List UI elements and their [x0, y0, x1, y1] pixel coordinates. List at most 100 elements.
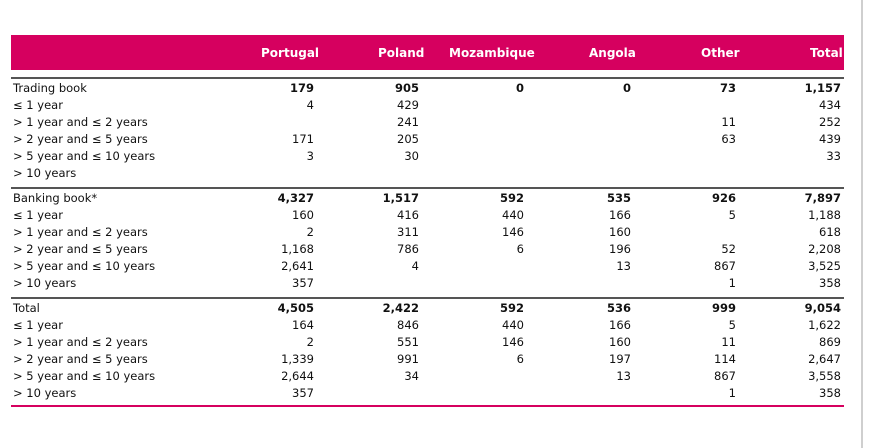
row-label: > 10 years	[13, 386, 77, 400]
table-cell: 0	[515, 81, 524, 95]
row-label: > 1 year and ≤ 2 years	[13, 225, 148, 239]
row-label: > 10 years	[13, 276, 77, 290]
table-cell: 13	[616, 369, 631, 383]
table-cell: 171	[292, 132, 314, 146]
table-cell: 114	[714, 352, 736, 366]
table-row: Total 4,505 2,422 592 536 999 9,054	[11, 300, 844, 317]
table-cell: 429	[397, 98, 419, 112]
table-bottom-rule	[11, 405, 844, 407]
table-cell: 7,897	[804, 191, 841, 205]
table-cell: 146	[502, 335, 524, 349]
table-cell: 358	[819, 386, 841, 400]
table-row: > 2 year and ≤ 5 years 1,168 786 6 196 52 2,20…	[11, 241, 844, 258]
table-cell: 34	[404, 369, 419, 383]
table-cell: 1,157	[804, 81, 841, 95]
header-angola: Angola	[589, 46, 636, 60]
table-cell: 786	[397, 242, 419, 256]
table-cell: 166	[609, 208, 631, 222]
table-cell: 999	[711, 301, 736, 315]
table-section: Banking book* 4,327 1,517 592 535 926 7,897 ≤ 1…	[11, 187, 844, 293]
row-label: Trading book	[13, 81, 87, 95]
row-label: > 1 year and ≤ 2 years	[13, 335, 148, 349]
table-row: Banking book* 4,327 1,517 592 535 926 7,897	[11, 190, 844, 207]
table-cell: 311	[397, 225, 419, 239]
table-cell: 13	[616, 259, 631, 273]
row-label: Total	[13, 301, 40, 315]
table-cell: 5	[728, 318, 736, 332]
row-label: > 5 year and ≤ 10 years	[13, 259, 156, 273]
table-cell: 4,327	[277, 191, 314, 205]
row-label: > 5 year and ≤ 10 years	[13, 149, 156, 163]
row-label: > 2 year and ≤ 5 years	[13, 132, 148, 146]
table-cell: 357	[292, 276, 314, 290]
table-cell: 536	[606, 301, 631, 315]
row-label: ≤ 1 year	[13, 208, 63, 222]
table-cell: 5	[728, 208, 736, 222]
table-cell: 146	[502, 225, 524, 239]
table-cell: 63	[721, 132, 736, 146]
table-cell: 4	[306, 98, 314, 112]
table-cell: 357	[292, 386, 314, 400]
table-cell: 3	[306, 149, 314, 163]
table-cell: 2,641	[281, 259, 314, 273]
row-label: ≤ 1 year	[13, 318, 63, 332]
table-cell: 6	[516, 242, 524, 256]
row-label: > 1 year and ≤ 2 years	[13, 115, 148, 129]
table-row: ≤ 1 year 160 416 440 166 5 1,188	[11, 207, 844, 224]
table-cell: 2,422	[382, 301, 419, 315]
table-row: > 5 year and ≤ 10 years 3 30 33	[11, 148, 844, 165]
table-cell: 358	[819, 276, 841, 290]
table-cell: 241	[397, 115, 419, 129]
table-cell: 1,339	[281, 352, 314, 366]
table-row: > 10 years 357 1 358	[11, 385, 844, 402]
table-cell: 9,054	[804, 301, 841, 315]
row-label: > 10 years	[13, 166, 77, 180]
table-cell: 3,525	[808, 259, 841, 273]
table-row: > 1 year and ≤ 2 years 2 311 146 160 618	[11, 224, 844, 241]
table-cell: 2,647	[808, 352, 841, 366]
table-row: > 1 year and ≤ 2 years 2 551 146 160 11 869	[11, 334, 844, 351]
table-cell: 991	[397, 352, 419, 366]
table-cell: 160	[609, 335, 631, 349]
table-cell: 197	[609, 352, 631, 366]
table-cell: 592	[499, 191, 524, 205]
table-row: ≤ 1 year 4 429 434	[11, 97, 844, 114]
header-other: Other	[701, 46, 740, 60]
row-label: > 2 year and ≤ 5 years	[13, 242, 148, 256]
header-portugal: Portugal	[261, 46, 320, 60]
table-row: > 10 years	[11, 165, 844, 182]
table-cell: 2,208	[808, 242, 841, 256]
table-cell: 551	[397, 335, 419, 349]
row-label: > 5 year and ≤ 10 years	[13, 369, 156, 383]
table-cell: 1,168	[281, 242, 314, 256]
table-cell: 867	[714, 259, 736, 273]
table-cell: 867	[714, 369, 736, 383]
table-cell: 4	[411, 259, 419, 273]
table-cell: 166	[609, 318, 631, 332]
row-label: ≤ 1 year	[13, 98, 63, 112]
table-row: Trading book 179 905 0 0 73 1,157	[11, 80, 844, 97]
table-cell: 73	[719, 81, 736, 95]
table-cell: 252	[819, 115, 841, 129]
table-row: ≤ 1 year 164 846 440 166 5 1,622	[11, 317, 844, 334]
table-row: > 5 year and ≤ 10 years 2,644 34 13 867 3,558	[11, 368, 844, 385]
table-row: > 1 year and ≤ 2 years 241 11 252	[11, 114, 844, 131]
table-cell: 439	[819, 132, 841, 146]
table-cell: 2	[306, 335, 314, 349]
table-cell: 205	[397, 132, 419, 146]
table-cell: 4,505	[277, 301, 314, 315]
table-cell: 1	[728, 386, 736, 400]
table-cell: 846	[397, 318, 419, 332]
table-cell: 869	[819, 335, 841, 349]
table-cell: 30	[404, 149, 419, 163]
table-cell: 0	[622, 81, 631, 95]
table-section: Trading book 179 905 0 0 73 1,157 ≤ 1 year 4 429 4…	[11, 77, 844, 183]
table-cell: 196	[609, 242, 631, 256]
table-cell: 179	[289, 81, 314, 95]
header-poland: Poland	[378, 46, 425, 60]
header-total: Total	[810, 46, 843, 60]
table-cell: 11	[721, 335, 736, 349]
table-row: > 5 year and ≤ 10 years 2,641 4 13 867 3,525	[11, 258, 844, 275]
table-cell: 52	[721, 242, 736, 256]
